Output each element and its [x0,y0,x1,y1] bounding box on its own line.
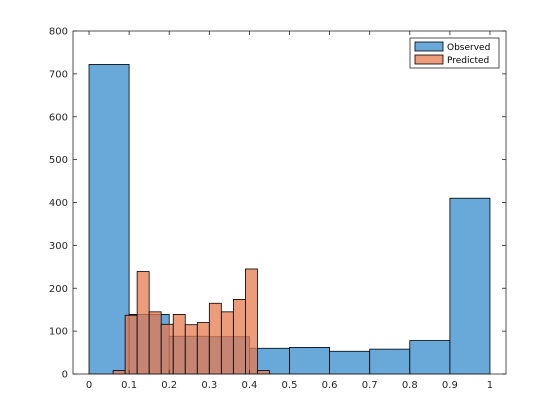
x-tick-label: 0.8 [402,380,418,391]
predicted-bar [160,323,174,375]
predicted-bar [208,302,222,375]
predicted-bar [148,311,162,375]
y-tick-label: 700 [49,69,68,80]
y-tick-label: 200 [49,284,68,295]
observed-bar [449,197,491,375]
predicted-bar [220,311,234,375]
legend-label-observed: Observed [447,43,490,53]
predicted-bar [184,324,198,375]
x-tick-label: 1 [487,380,493,391]
observed-bar [329,350,371,375]
y-tick-label: 300 [49,241,68,252]
observed-bar [88,64,130,375]
observed-bar [369,348,411,375]
predicted-bar [257,370,270,375]
x-tick-label: 0.4 [241,380,257,391]
x-tick-label: 0.9 [442,380,458,391]
y-tick-label: 400 [49,198,68,209]
predicted-bar [124,314,138,375]
legend: Observed Predicted [409,37,500,69]
bars-layer [88,64,491,375]
predicted-bar [244,268,258,375]
x-tick-label: 0.7 [362,380,378,391]
x-tick-label: 0.3 [201,380,217,391]
predicted-bar [196,322,210,375]
predicted-bar [232,298,246,375]
x-tick-label: 0 [86,380,92,391]
legend-label-predicted: Predicted [447,56,489,66]
ticks-layer: 0 0.1 0.2 0.3 0.4 0.5 0.6 0.7 0.8 0.9 1 0 100 200 300 4… [49,27,506,391]
y-tick-label: 100 [49,327,68,338]
predicted-bar [112,370,126,375]
x-tick-label: 0.5 [282,380,298,391]
observed-bar [289,347,330,375]
predicted-bar [172,314,186,375]
observed-bar [409,340,451,375]
predicted-bar [136,271,150,375]
x-tick-label: 0.1 [121,380,137,391]
x-tick-label: 0.6 [322,380,338,391]
y-tick-label: 500 [49,155,68,166]
x-tick-label: 0.2 [161,380,177,391]
y-tick-label: 800 [49,27,68,38]
legend-swatch-observed [414,41,444,52]
y-tick-label: 0 [62,370,68,381]
legend-swatch-predicted [414,54,444,65]
y-tick-label: 600 [49,112,68,123]
